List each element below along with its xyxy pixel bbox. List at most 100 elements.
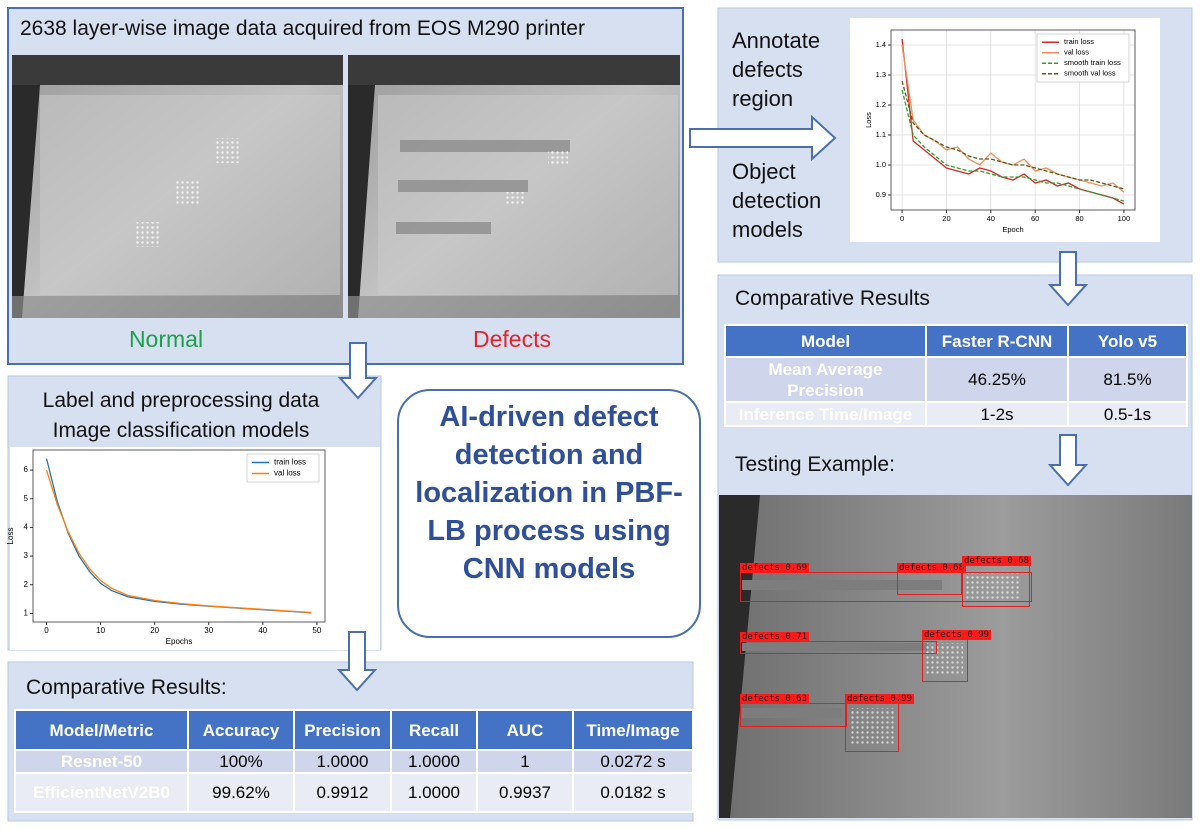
x-tick-label: 0 (900, 214, 904, 223)
detection-box (740, 703, 847, 727)
y-tick-label: 1.2 (876, 100, 886, 109)
header-cell: Faster R-CNN (925, 324, 1069, 358)
header-cell: Model/Metric (14, 709, 189, 751)
loss-line (901, 80, 1125, 190)
legend-label: smooth train loss (1064, 58, 1121, 67)
plot-frame (890, 29, 1136, 211)
loss-line (45, 469, 312, 614)
cell: 0.0272 s (572, 749, 694, 774)
x-tick-label: 30 (204, 626, 213, 635)
detection-box (922, 639, 968, 682)
detection-label: defects 0.99 (922, 630, 992, 640)
defects-label: Defects (473, 326, 551, 352)
center-box (397, 389, 701, 638)
x-tick-label: 20 (150, 626, 159, 635)
results-title: Comparative Results: (26, 676, 227, 699)
x-tick-label: 50 (312, 626, 321, 635)
y-tick-label: 0.9 (876, 190, 886, 199)
cell: 1.0000 (390, 749, 478, 774)
cell: 46.25% (925, 356, 1069, 403)
y-tick-label: 1 (24, 609, 29, 618)
table-row: Resnet-50 100% 1.0000 1.0000 1 0.0272 s (14, 749, 694, 774)
detection-label: defects 0.99 (845, 694, 915, 704)
header-cell: Recall (390, 709, 478, 751)
y-tick-label: 1.3 (876, 70, 886, 79)
down-arrow (336, 631, 378, 692)
detection-label: defects 0.68 (962, 556, 1032, 566)
right-arrow (689, 114, 837, 162)
cell: 1.0000 (390, 772, 478, 813)
header-cell: Precision (293, 709, 392, 751)
y-tick-label: 1.4 (876, 40, 886, 49)
testing-title: Testing Example: (735, 453, 895, 476)
header-cell: Time/Image (572, 709, 694, 751)
down-arrow (1047, 434, 1089, 487)
detection-label: defects 0.71 (740, 632, 810, 642)
x-tick-label: 0 (44, 626, 49, 635)
det-results-title: Comparative Results (735, 287, 930, 310)
cell: 1-2s (925, 401, 1069, 427)
x-axis-label: Epoch (1002, 225, 1023, 234)
cell: 0.9912 (293, 772, 392, 813)
legend-box (246, 453, 320, 483)
row-label: Inference Time/Image (724, 401, 927, 427)
class-line: Label and preprocessing data (42, 389, 320, 412)
detection-label: defects 0.63 (740, 694, 810, 704)
legend-label: val loss (274, 469, 301, 478)
x-tick-label: 60 (1031, 214, 1039, 223)
down-arrow (1047, 251, 1089, 307)
defects-photo (348, 55, 680, 318)
cell: 0.5-1s (1067, 401, 1188, 427)
header-cell: Model (724, 324, 927, 358)
loss-line (901, 89, 1125, 202)
y-axis-label: Loss (6, 528, 15, 545)
classification-chart-bg (10, 447, 380, 650)
detection-label: defects 0.69 (740, 563, 810, 573)
y-axis-label: Loss (864, 112, 873, 128)
testing-photo (719, 495, 1192, 818)
legend-label: val loss (1064, 48, 1089, 57)
arrows (336, 114, 1089, 692)
header-cell: AUC (476, 709, 574, 751)
table-row: Inference Time/Image 1-2s 0.5-1s (724, 401, 1188, 427)
header-cell: Yolo v5 (1067, 324, 1188, 358)
detection-label: defects 0.68 (897, 563, 967, 573)
y-tick-label: 5 (24, 494, 29, 503)
cell: 0.9937 (476, 772, 574, 813)
row-label: EfficientNetV2B0 (14, 772, 189, 813)
legend-label: train loss (1064, 37, 1094, 46)
y-tick-label: 1.1 (876, 130, 886, 139)
detection-box (740, 641, 937, 654)
y-tick-label: 6 (24, 465, 29, 474)
classification-table: Model/Metric Accuracy Precision Recall AUC Ti… (14, 709, 694, 813)
x-tick-label: 100 (1118, 214, 1131, 223)
cell: 81.5% (1067, 356, 1188, 403)
cell: 1.0000 (293, 749, 392, 774)
cell: 1 (476, 749, 574, 774)
detection-box (962, 565, 1030, 607)
x-tick-label: 10 (96, 626, 105, 635)
down-arrow (337, 342, 379, 400)
class-line: Image classification models (52, 419, 310, 442)
detection-box (897, 572, 962, 595)
cell: 99.62% (187, 772, 295, 813)
detection-table: Model Faster R-CNN Yolo v5 Mean Average Pre… (724, 324, 1188, 427)
plot-frame (32, 449, 326, 623)
normal-label: Normal (128, 326, 204, 352)
row-label: Mean Average Precision (724, 356, 927, 403)
x-tick-label: 40 (987, 214, 995, 223)
annotate-text: Annotate defects region (732, 28, 821, 111)
x-axis-label: Epochs (166, 637, 193, 646)
header-cell: Accuracy (187, 709, 295, 751)
cell: 0.0182 s (572, 772, 694, 813)
x-tick-label: 20 (942, 214, 950, 223)
detection-box (845, 703, 899, 752)
detection-box (740, 572, 1032, 602)
legend-label: train loss (274, 458, 306, 467)
center-title: AI-driven defect detection and localizat… (415, 401, 683, 585)
y-tick-label: 1.0 (876, 160, 886, 169)
normal-photo (12, 55, 343, 318)
input-title: 2638 layer-wise image data acquired from… (20, 17, 585, 40)
